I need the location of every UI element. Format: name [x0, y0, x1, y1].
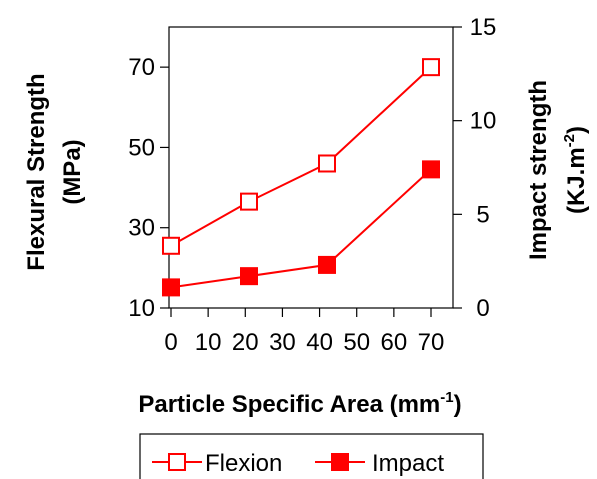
x-tick-label: 60 [381, 329, 408, 356]
x-axis: 0 10 20 30 40 50 60 70 [164, 308, 444, 356]
x-tick-label: 10 [195, 329, 222, 356]
y-axis-right-title-end: ) [563, 126, 590, 134]
x-tick-label: 0 [164, 329, 177, 356]
y-right-tick-label: 10 [470, 108, 497, 135]
x-tick-label: 40 [306, 329, 333, 356]
legend: Flexion Impact [139, 433, 484, 479]
data-point-flexion [162, 236, 180, 255]
series-line-flexion [170, 66, 432, 247]
data-point-flexion [240, 192, 258, 211]
x-axis-title-end: ) [454, 391, 462, 418]
legend-flexion-label: Flexion [205, 450, 282, 477]
legend-impact-label: Impact [372, 450, 444, 477]
x-axis-title-main: Particle Specific Area (mm [138, 391, 440, 418]
legend-item-impact: Impact [315, 450, 444, 477]
x-axis-title-sup: -1 [440, 389, 453, 406]
x-tick-label: 20 [232, 329, 259, 356]
x-axis-title: Particle Specific Area (mm-1) [138, 389, 461, 418]
y-left-tick-label: 10 [128, 295, 155, 322]
y-left-tick-label: 30 [128, 215, 155, 242]
y-axis-left: 10 30 50 70 [128, 54, 169, 322]
legend-item-flexion: Flexion [152, 450, 282, 477]
y-axis-left-title: Flexural Strength (MPa) [23, 73, 86, 270]
y-right-tick-label: 5 [476, 201, 489, 228]
y-axis-right-title-line2: (KJ.m-2) [561, 126, 590, 214]
data-point-impact [240, 267, 258, 286]
y-axis-left-title-line2: (MPa) [59, 139, 86, 204]
y-left-tick-label: 50 [128, 134, 155, 161]
y-left-tick-label: 70 [128, 54, 155, 81]
x-tick-label: 30 [269, 329, 296, 356]
legend-impact-marker [331, 453, 349, 471]
data-point-flexion [422, 58, 440, 77]
data-point-impact [162, 278, 180, 297]
y-right-tick-label: 15 [470, 14, 497, 41]
data-point-flexion [318, 154, 336, 173]
x-tick-label: 50 [343, 329, 370, 356]
y-axis-right-title-sup: -2 [561, 134, 578, 147]
x-tick-label: 70 [418, 329, 445, 356]
y-axis-left-title-line1: Flexural Strength [23, 73, 50, 270]
legend-flexion-marker [168, 453, 186, 471]
legend-box [139, 433, 484, 479]
y-right-tick-label: 0 [476, 295, 489, 322]
data-point-impact [422, 160, 440, 179]
y-axis-right-title: Impact strength (KJ.m-2) [525, 80, 590, 260]
y-axis-right: 0 5 10 15 [453, 14, 496, 322]
series-line-impact [170, 168, 432, 289]
series-group [162, 58, 440, 297]
data-point-impact [318, 255, 336, 274]
plot-area [168, 26, 454, 309]
y-axis-right-title-line1: Impact strength [525, 80, 552, 260]
y-axis-right-title-main: (KJ.m [563, 147, 590, 214]
